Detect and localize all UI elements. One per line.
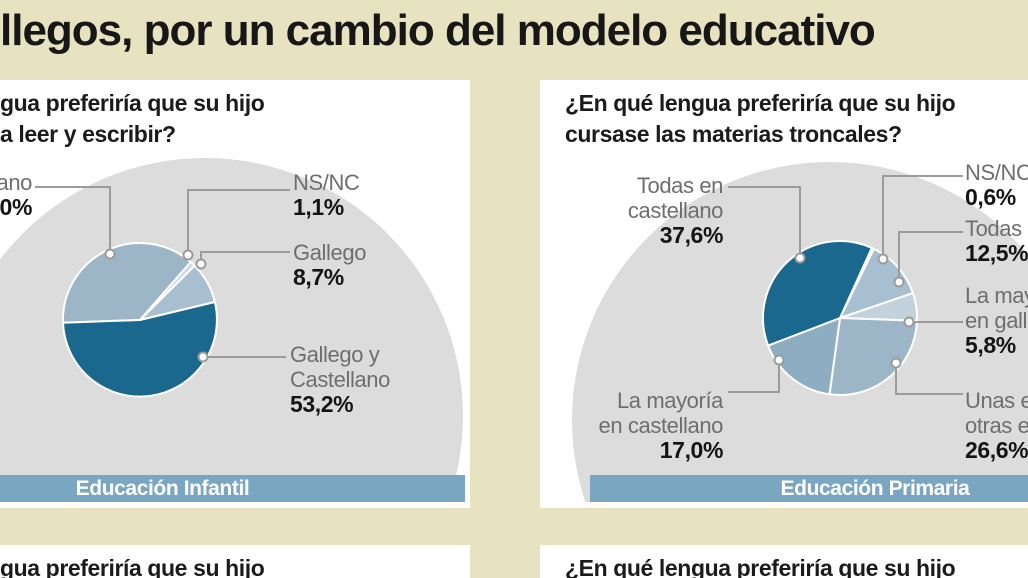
pie-chart-educacion-infantil <box>35 186 290 398</box>
leader-line-ns-nc <box>882 175 963 254</box>
question-bottom-left: gua preferiría que su hijo <box>0 553 265 578</box>
pie-slice-la-mayoria-en-castellano <box>767 317 841 396</box>
question-educacion-infantil: gua preferiría que su hijo a leer y escr… <box>0 88 265 150</box>
leader-line-todas-en-gallego <box>898 231 963 277</box>
callout-value: 26,6% <box>965 437 1028 463</box>
callout-label: Castellano <box>0 170 32 195</box>
panel-bottom-right: ¿En qué lengua preferiría que su hijo <box>540 545 1028 578</box>
callout-value: 37,6% <box>659 222 724 248</box>
footer-label: Educación Primaria <box>780 477 970 500</box>
pie-slice-gallego-y-castellano <box>62 301 218 398</box>
leader-line-gallego <box>200 251 290 260</box>
question-line: ¿En qué lengua preferiría que su hijo <box>565 555 956 578</box>
callout-label: Todas en <box>636 173 723 198</box>
page-title: llegos, por un cambio del modelo educati… <box>0 6 876 55</box>
callout-gallego: Gallego 8,7% <box>293 240 366 290</box>
callout-ns-nc: NS/NC 0,6% <box>965 160 1028 210</box>
footer-label: Educación Infantil <box>75 477 250 500</box>
leader-dot-ns-nc <box>182 249 194 261</box>
callout-label: La mayoría <box>965 283 1028 308</box>
footer-margin <box>540 502 1028 508</box>
callout-todas-en-castellano: Todas en castellano 37,6% <box>628 173 723 248</box>
callout-value: 37,0% <box>0 194 32 220</box>
callout-label: Unas en gallego y <box>965 388 1028 413</box>
leader-dot-la-mayoria-en-gallego <box>903 316 915 328</box>
panel-bottom-left: gua preferiría que su hijo <box>0 545 470 578</box>
leader-dot-ns-nc <box>877 253 889 265</box>
question-educacion-primaria: ¿En qué lengua preferiría que su hijo cu… <box>565 88 956 150</box>
callout-gallego-y-castellano: Gallego y Castellano 53,2% <box>290 342 390 417</box>
callout-label: La mayoría <box>616 388 723 413</box>
pie-slice-unas-en-gallego-otras-en-castellano <box>828 317 918 396</box>
callout-label: Gallego y <box>290 342 380 367</box>
callout-label: en gallego <box>965 308 1028 333</box>
pie-chart-educacion-primaria <box>728 175 963 396</box>
callout-label: otras en castellano <box>965 413 1028 438</box>
question-bottom-right: ¿En qué lengua preferiría que su hijo <box>565 553 956 578</box>
leader-dot-todas-en-gallego <box>893 276 905 288</box>
footer-educacion-infantil: Educación Infantil <box>0 475 465 502</box>
leader-dot-todas-en-castellano <box>794 252 806 264</box>
question-line: ¿En qué lengua preferiría que su hijo <box>565 90 956 116</box>
leader-dot-castellano <box>104 248 116 260</box>
callout-castellano: Castellano37,0% <box>0 170 32 220</box>
leader-line-unas-en-gallego-otras-en-castellano <box>895 368 963 395</box>
callout-value: 12,5% <box>965 240 1028 266</box>
callout-value: 17,0% <box>659 437 724 463</box>
question-line: cursase las materias troncales? <box>565 121 902 147</box>
callout-todas-en-gallego: Todas en gallego12,5% <box>965 216 1028 266</box>
panel-educacion-primaria: ¿En qué lengua preferiría que su hijo cu… <box>540 80 1028 508</box>
callout-label: Todas en gallego <box>965 216 1028 241</box>
pie-slice-todas-en-gallego <box>839 247 914 319</box>
question-line: a leer y escribir? <box>0 121 176 147</box>
question-line: gua preferiría que su hijo <box>0 90 265 116</box>
leader-dot-unas-en-gallego-otras-en-castellano <box>890 357 902 369</box>
callout-label: Gallego <box>293 240 367 265</box>
callout-ns-nc: NS/NC 1,1% <box>293 170 360 220</box>
leader-line-castellano <box>35 186 111 249</box>
callout-la-mayoria-en-castellano: La mayoría en castellano 17,0% <box>598 388 724 463</box>
leader-dot-la-mayoria-en-castellano <box>773 354 785 366</box>
callout-label: NS/NC <box>965 160 1028 185</box>
footer-educacion-primaria: Educación Primaria <box>590 475 1028 502</box>
callout-value: 8,7% <box>293 264 344 290</box>
leader-dot-gallego <box>195 258 207 270</box>
callout-value: 0,6% <box>965 184 1016 210</box>
panel-educacion-infantil: gua preferiría que su hijo a leer y escr… <box>0 80 470 508</box>
callout-value: 53,2% <box>290 391 354 417</box>
leader-dot-gallego-y-castellano <box>197 351 209 363</box>
callout-value: 5,8% <box>965 332 1016 358</box>
leader-line-ns-nc <box>187 189 290 250</box>
callout-label: castellano <box>627 198 723 223</box>
callout-label: Castellano <box>290 367 390 392</box>
callout-label: NS/NC <box>293 170 360 195</box>
footer-margin <box>0 502 470 508</box>
leader-line-todas-en-castellano <box>728 186 801 253</box>
question-line: gua preferiría que su hijo <box>0 555 265 578</box>
callout-unas-en-gallego-otras-en-castellano: Unas en gallego yotras en castellano26,6… <box>965 388 1028 463</box>
callout-value: 1,1% <box>293 194 344 220</box>
pie-slice-todas-en-castellano <box>761 240 873 347</box>
callout-label: en castellano <box>598 413 724 438</box>
leader-line-la-mayoria-en-castellano <box>728 365 780 393</box>
